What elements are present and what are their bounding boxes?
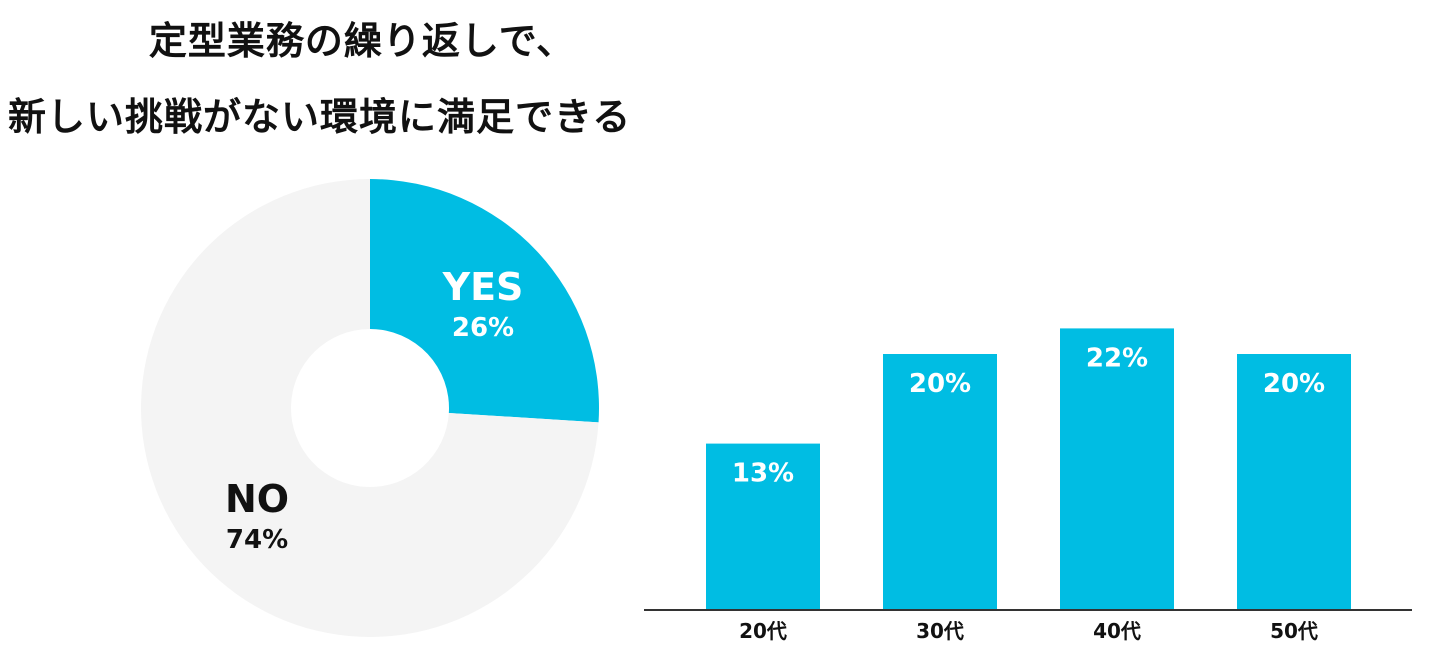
pie-slice-label: NO	[225, 477, 289, 521]
bar-value-label: 20%	[909, 369, 971, 399]
bar-value-label: 22%	[1086, 343, 1148, 373]
pie-slice-yes	[370, 179, 599, 423]
page-title-line-1: 定型業務の繰り返しで、	[148, 19, 576, 63]
x-tick-label: 30代	[916, 619, 964, 643]
bar-value-label: 13%	[732, 459, 794, 489]
bar-chart: 13% 20代 20% 30代 22% 40代 20% 50代	[644, 328, 1412, 643]
bar-3	[1060, 328, 1174, 610]
x-tick-label: 50代	[1270, 619, 1318, 643]
pie-slice-label: YES	[442, 265, 524, 309]
bar-2	[883, 354, 997, 610]
pie-slice-value: 26%	[452, 313, 514, 343]
bar-4	[1237, 354, 1351, 610]
page-title-line-2: 新しい挑戦がない環境に満足できる	[8, 95, 632, 139]
pie-slice-value: 74%	[226, 525, 288, 555]
bar-value-label: 20%	[1263, 369, 1325, 399]
bar-1	[706, 443, 820, 610]
donut-chart: YES 26% NO 74%	[141, 179, 599, 637]
pie-slice-no	[141, 179, 599, 637]
x-tick-label: 20代	[739, 619, 787, 643]
x-tick-label: 40代	[1093, 619, 1141, 643]
